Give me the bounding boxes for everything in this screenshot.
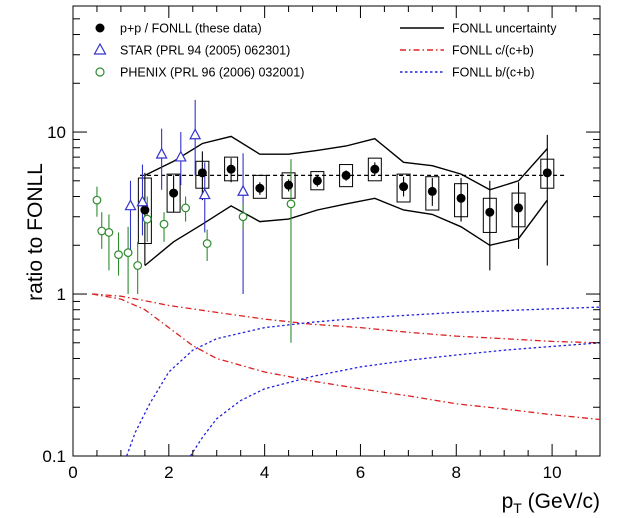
- star-point-5: [198, 187, 211, 200]
- x-tick-label: 6: [356, 463, 365, 482]
- x-tick-label: 8: [452, 463, 461, 482]
- phenix-point-4: [123, 248, 133, 258]
- phenix-point-3: [114, 250, 123, 260]
- sys-box-0-5: [281, 172, 296, 199]
- phenix-point-6: [142, 214, 152, 224]
- data-point-1: [169, 188, 179, 198]
- y-tick-label: 0.1: [42, 447, 66, 466]
- fonll-curve-5: [189, 342, 601, 457]
- data-point-3: [226, 164, 236, 174]
- axes: 0 2 4 6 8 10 0.1 1 10: [42, 5, 601, 482]
- phenix-point-1: [97, 226, 107, 236]
- legend-label-right-1: FONLL c/(c+b): [452, 44, 534, 58]
- x-tick-label: 0: [68, 463, 77, 482]
- phenix-point-10: [238, 212, 248, 222]
- x-axis-title-sub: T: [513, 500, 522, 516]
- fonll-curve-1: [144, 135, 548, 191]
- x-axis-title-rest: (GeV/c): [522, 490, 600, 513]
- sys-box-0-10: [425, 176, 440, 211]
- y-tick-label: 1: [57, 285, 66, 304]
- phenix-point-9: [202, 239, 212, 248]
- star-point-1: [136, 195, 149, 207]
- legend-label-left-0: p+p / FONLL (these data): [120, 22, 262, 36]
- legend-label-right-0: FONLL uncertainty: [452, 22, 557, 36]
- legend-marker-star: [93, 42, 107, 55]
- data-point-12: [485, 207, 495, 217]
- star-point-0: [124, 199, 137, 211]
- phenix-point-8: [181, 203, 190, 213]
- star-point-6: [237, 184, 250, 196]
- data-point-13: [514, 203, 524, 213]
- sys-box-0-6: [310, 171, 325, 191]
- data-point-6: [312, 176, 322, 186]
- data-point-2: [197, 168, 207, 178]
- data-point-4: [255, 183, 265, 193]
- x-axis-title-main: p: [502, 490, 514, 513]
- phenix-point-5: [133, 261, 143, 270]
- legend-label-left-2: PHENIX (PRL 96 (2006) 032001): [120, 66, 304, 80]
- data-point-8: [370, 164, 380, 174]
- fonll-curves: [92, 135, 601, 457]
- fonll-curve-4: [126, 306, 601, 457]
- legend-marker-phenix: [95, 67, 105, 77]
- sys-box-0-7: [339, 164, 354, 188]
- y-tick-label: 10: [47, 123, 66, 142]
- x-tick-label: 4: [260, 463, 269, 482]
- phenix-point-7: [159, 219, 169, 229]
- legend-label-right-2: FONLL b/(c+b): [452, 66, 535, 80]
- data-point-10: [427, 186, 437, 196]
- x-tick-label: 2: [164, 463, 173, 482]
- legend-label-left-1: STAR (PRL 94 (2005) 062301): [120, 44, 290, 58]
- star-point-4: [189, 128, 202, 140]
- legend-marker-these-data: [95, 23, 105, 33]
- data-point-7: [341, 170, 351, 180]
- data-point-11: [456, 193, 466, 203]
- x-tick-label: 10: [543, 463, 562, 482]
- sys-box-0-4: [252, 174, 267, 199]
- data-point-9: [399, 182, 409, 192]
- fonll-curve-0: [144, 197, 548, 267]
- fonll-curve-2: [92, 293, 601, 344]
- y-axis-title: ratio to FONLL: [24, 163, 47, 301]
- data-point-5: [284, 180, 294, 190]
- phenix-point-11: [286, 199, 296, 209]
- sys-box-0-8: [367, 157, 382, 182]
- data-point-14: [542, 168, 552, 178]
- sys-box-0-9: [396, 173, 411, 203]
- legend: p+p / FONLL (these data) STAR (PRL 94 (20…: [93, 22, 557, 80]
- phenix-point-2: [104, 228, 114, 237]
- phenix-point-0: [92, 195, 102, 205]
- x-axis-title: pT (GeV/c): [502, 490, 600, 516]
- data-markers: [92, 128, 552, 270]
- star-point-2: [155, 147, 168, 159]
- fonll-curve-3: [92, 293, 601, 421]
- star-point-3: [174, 150, 187, 162]
- data-point-0: [140, 205, 150, 215]
